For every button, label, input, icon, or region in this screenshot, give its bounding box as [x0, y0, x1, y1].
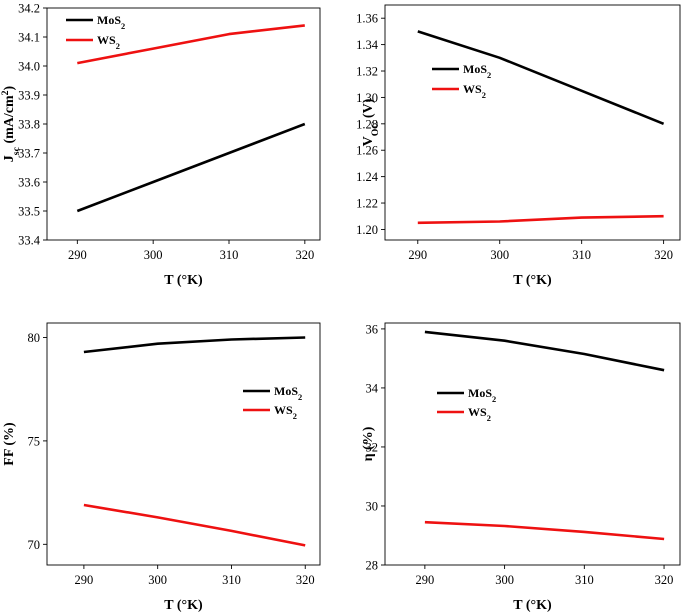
- series-line-mos2: [417, 30, 665, 126]
- legend-label-ws2: WS2: [274, 403, 297, 421]
- y-tick-label: 33.9: [18, 89, 40, 103]
- chart-panel-jsc: 290 300 310 320 33.4 33.5 33.6 33.7 33.8 33.9 34.0…: [0, 2, 321, 288]
- x-tick-label: 310: [222, 573, 241, 587]
- y-tick-label: 1.32: [356, 65, 378, 79]
- y-tick-label: 80: [28, 331, 41, 345]
- y-tick-label: 1.30: [356, 91, 378, 105]
- y-axis-title: Jsc (mA/cm2): [0, 85, 22, 162]
- y-tick-label: 75: [28, 434, 41, 448]
- x-tick-label: 290: [408, 248, 427, 262]
- plot-frame: [46, 322, 321, 566]
- y-tick-label: 33.4: [18, 234, 41, 248]
- y-tick-label: 34.2: [18, 2, 40, 16]
- y-axis-title: η (%): [361, 426, 376, 461]
- chart-panel-voc: 290 300 310 320 1.20 1.22 1.24 1.26 1.28 1.30 1.32…: [356, 4, 681, 288]
- x-tick-label: 310: [572, 248, 591, 262]
- y-tick-label: 1.34: [356, 38, 379, 52]
- y-tick-label: 34.1: [18, 31, 40, 45]
- y-tick-label: 1.22: [356, 197, 378, 211]
- series-line-ws2: [424, 520, 665, 541]
- x-tick-label: 320: [654, 248, 673, 262]
- legend-label-ws2: WS2: [97, 33, 120, 51]
- legend-label-ws2: WS2: [463, 82, 486, 100]
- y-tick-label: 36: [366, 322, 379, 336]
- x-tick-label: 290: [415, 573, 434, 587]
- legend-label-ws2: WS2: [468, 405, 491, 423]
- x-tick-label: 300: [144, 248, 163, 262]
- y-tick-label: 34: [366, 381, 379, 395]
- x-tick-label: 300: [495, 573, 514, 587]
- y-tick-label: 1.24: [356, 170, 379, 184]
- y-tick-label: 30: [366, 499, 379, 513]
- legend-label-mos2: MoS2: [463, 62, 491, 80]
- legend: MoS2 WS2: [432, 62, 491, 100]
- y-tick-label: 70: [28, 538, 41, 552]
- y-tick-label: 32: [366, 440, 379, 454]
- plot-frame: [384, 4, 681, 241]
- legend-label-mos2: MoS2: [97, 13, 125, 31]
- x-tick-label: 320: [295, 248, 314, 262]
- x-axis-title: T (°K): [513, 273, 552, 288]
- plot-frame: [384, 322, 681, 566]
- legend-label-mos2: MoS2: [274, 384, 302, 402]
- x-tick-label: 300: [490, 248, 509, 262]
- series-line-ws2: [77, 24, 305, 65]
- x-axis-title: T (°K): [513, 598, 552, 613]
- y-tick-label: 33.7: [18, 147, 40, 161]
- y-tick-label: 33.5: [18, 205, 40, 219]
- y-axis-title: VOC (V): [361, 98, 381, 146]
- y-tick-label: 1.26: [356, 144, 378, 158]
- x-tick-label: 320: [296, 573, 315, 587]
- x-tick-label: 310: [575, 573, 594, 587]
- y-tick-label: 28: [366, 559, 379, 573]
- y-tick-label: 33.8: [18, 118, 40, 132]
- legend: MoS2 WS2: [66, 13, 125, 51]
- x-axis-title: T (°K): [164, 598, 203, 613]
- series-line-mos2: [424, 330, 665, 372]
- x-tick-label: 310: [220, 248, 239, 262]
- series-line-mos2: [83, 336, 306, 354]
- x-tick-label: 300: [148, 573, 167, 587]
- y-tick-label: 1.28: [356, 117, 378, 131]
- y-tick-label: 1.36: [356, 12, 378, 26]
- y-tick-label: 1.20: [356, 223, 378, 237]
- series-line-ws2: [83, 503, 306, 547]
- x-tick-label: 320: [655, 573, 674, 587]
- y-tick-label: 33.6: [18, 176, 40, 190]
- series-line-ws2: [417, 214, 664, 225]
- series-line-mos2: [76, 122, 306, 213]
- y-tick-label: 34.0: [18, 60, 40, 74]
- y-axis-title: FF (%): [2, 422, 17, 466]
- x-tick-label: 290: [68, 248, 87, 262]
- legend-label-mos2: MoS2: [468, 386, 496, 404]
- x-axis-title: T (°K): [164, 273, 203, 288]
- x-tick-label: 290: [75, 573, 94, 587]
